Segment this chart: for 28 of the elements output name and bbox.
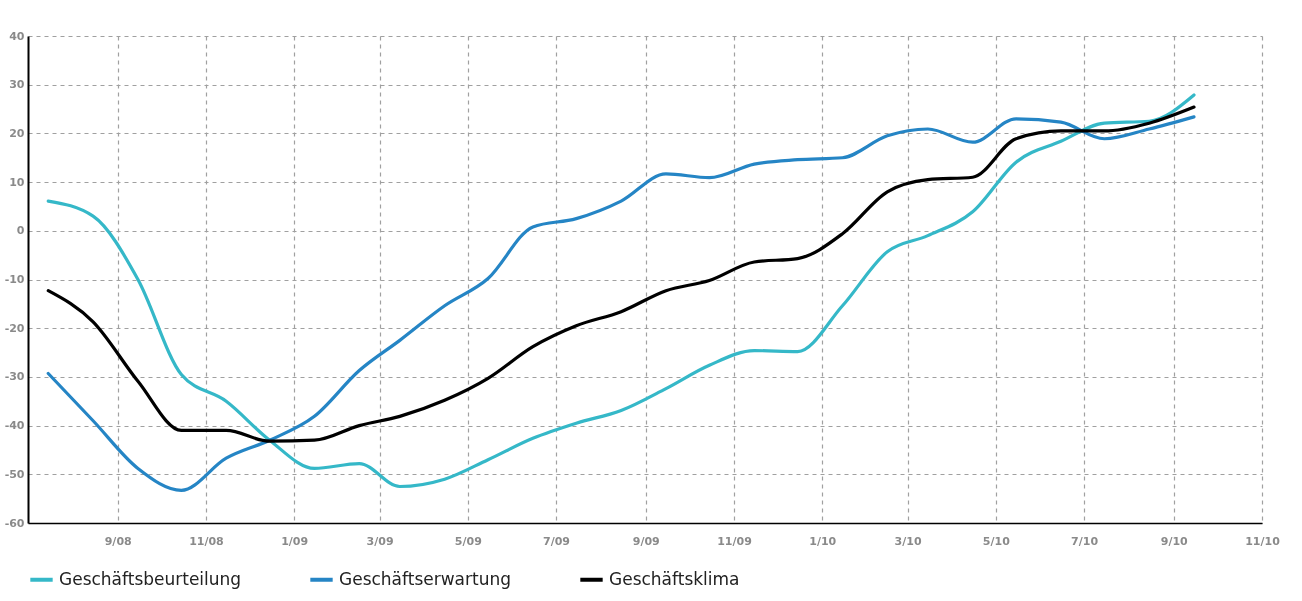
y-tick-label: 20 (9, 126, 25, 140)
x-tick-label: 11/08 (189, 534, 224, 548)
legend-label: Geschäftserwartung (339, 568, 512, 589)
x-tick-label: 7/10 (1071, 534, 1099, 548)
legend-label: Geschäftsbeurteilung (59, 568, 242, 589)
y-tick-label: -20 (4, 321, 25, 335)
x-tick-label: 1/09 (281, 534, 309, 548)
y-tick-label: -40 (4, 419, 25, 433)
legend-label: Geschäftsklima (609, 568, 740, 589)
y-tick-label: -10 (4, 273, 25, 286)
x-tick-label: 9/09 (632, 534, 660, 548)
x-tick-label: 3/09 (366, 534, 394, 548)
y-tick-label: 10 (9, 175, 25, 189)
y-tick-label: 40 (9, 29, 25, 43)
y-tick-label: -30 (4, 370, 25, 384)
y-tick-label: 30 (9, 78, 25, 92)
x-tick-label: 1/10 (809, 534, 837, 548)
x-tick-label: 11/09 (717, 534, 752, 548)
x-tick-label: 9/10 (1160, 534, 1189, 548)
x-tick-label: 11/10 (1245, 534, 1281, 548)
x-tick-label: 9/08 (104, 534, 132, 548)
x-tick-label: 5/09 (454, 534, 482, 548)
x-tick-label: 7/09 (543, 534, 571, 548)
x-tick-label: 3/10 (894, 534, 922, 548)
y-tick-label: 0 (16, 224, 25, 238)
y-tick-label: -60 (4, 516, 25, 530)
x-tick-label: 5/10 (982, 534, 1011, 548)
y-tick-label: -50 (4, 467, 25, 481)
